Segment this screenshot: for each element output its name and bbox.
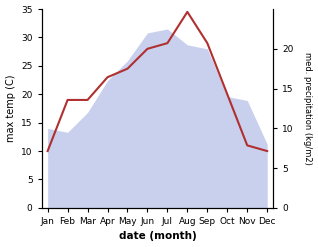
X-axis label: date (month): date (month) (119, 231, 196, 242)
Y-axis label: max temp (C): max temp (C) (5, 75, 16, 142)
Y-axis label: med. precipitation (kg/m2): med. precipitation (kg/m2) (303, 52, 313, 165)
